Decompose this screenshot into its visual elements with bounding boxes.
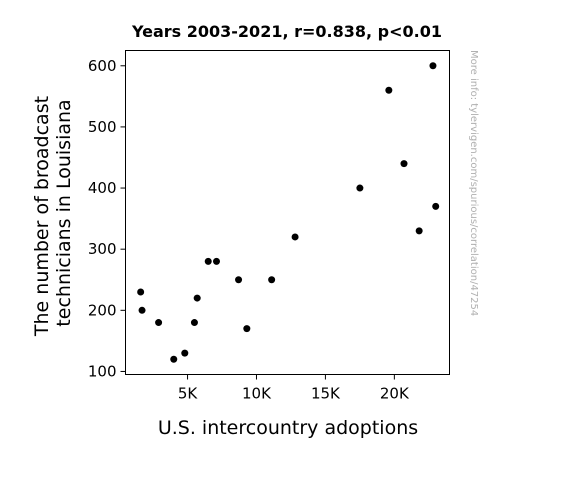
data-points	[137, 62, 440, 363]
y-tick-label: 100	[88, 362, 117, 380]
x-tick-label: 10K	[242, 385, 272, 403]
data-point	[356, 184, 364, 192]
y-axis-label-line-2: technicians in Louisiana	[53, 99, 75, 326]
x-tick-label: 20K	[380, 385, 410, 403]
x-axis: 5K 10K 15K 20K	[178, 374, 410, 403]
data-point	[204, 257, 212, 265]
y-tick-label: 200	[88, 301, 117, 319]
y-tick-label: 400	[88, 179, 117, 197]
data-point	[190, 319, 198, 327]
source-note: More info: tylervigen.com/spurious/corre…	[468, 50, 479, 316]
y-tick-label: 600	[88, 57, 117, 75]
y-axis-label-line-1: The number of broadcast	[31, 96, 53, 337]
data-point	[212, 257, 220, 265]
x-tick-label: 5K	[178, 385, 199, 403]
y-axis: 100 200 300 400 500 600	[88, 57, 126, 380]
y-tick-label: 300	[88, 240, 117, 258]
plot-area	[125, 50, 450, 375]
data-point	[400, 160, 408, 168]
data-point	[170, 355, 178, 363]
data-point	[291, 233, 299, 241]
x-tick-label: 15K	[311, 385, 341, 403]
data-point	[429, 62, 437, 70]
data-point	[137, 288, 145, 296]
chart-title: Years 2003-2021, r=0.838, p<0.01	[131, 22, 442, 41]
data-point	[181, 349, 189, 357]
data-point	[193, 294, 201, 302]
data-point	[268, 276, 276, 284]
data-point	[385, 86, 393, 94]
data-point	[235, 276, 243, 284]
y-tick-label: 500	[88, 118, 117, 136]
y-axis-label: The number of broadcast technicians in L…	[31, 90, 75, 337]
x-axis-label: U.S. intercountry adoptions	[158, 417, 418, 439]
data-point	[415, 227, 423, 235]
data-point	[155, 319, 163, 327]
data-point	[243, 325, 251, 333]
data-point	[138, 306, 146, 314]
data-point	[432, 202, 440, 210]
